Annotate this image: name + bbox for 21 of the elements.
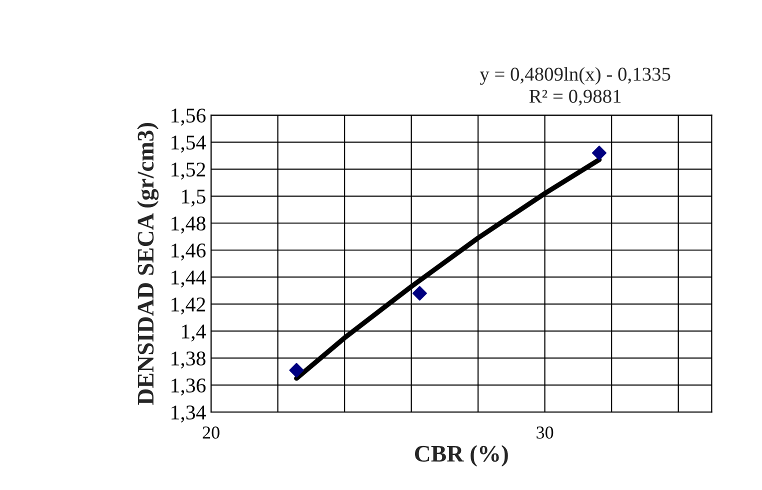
point [412, 286, 427, 301]
x-axis-title: CBR (%) [415, 445, 508, 467]
y-tick-label: 1,5 [182, 190, 206, 207]
x-tick-label: 30 [536, 426, 554, 439]
y-tick-label: 1,42 [172, 298, 206, 315]
y-tick-label: 1,38 [172, 351, 206, 369]
point [289, 362, 304, 378]
y-tick-label: 1,56 [172, 108, 206, 126]
y-axis-title: DENSIDAD SECA (gr/cm3) [137, 122, 159, 405]
text: y = 0,4809ln(x) - 0,1335 [480, 67, 670, 85]
y-tick-label: 1,48 [172, 216, 206, 234]
text: R² = 0,9881 [529, 90, 621, 106]
y-tick-label: 1,46 [172, 244, 206, 261]
y-tick-label: 1,4 [182, 324, 206, 342]
point [592, 146, 607, 160]
y-tick-label: 1,52 [172, 162, 206, 180]
y-tick-label: 1,44 [172, 270, 206, 288]
y-tick-label: 1,36 [172, 378, 206, 396]
y-tick-label: 1,34 [172, 406, 206, 423]
x-tick-label: 20 [202, 426, 220, 439]
y-tick-label: 1,54 [172, 136, 206, 153]
